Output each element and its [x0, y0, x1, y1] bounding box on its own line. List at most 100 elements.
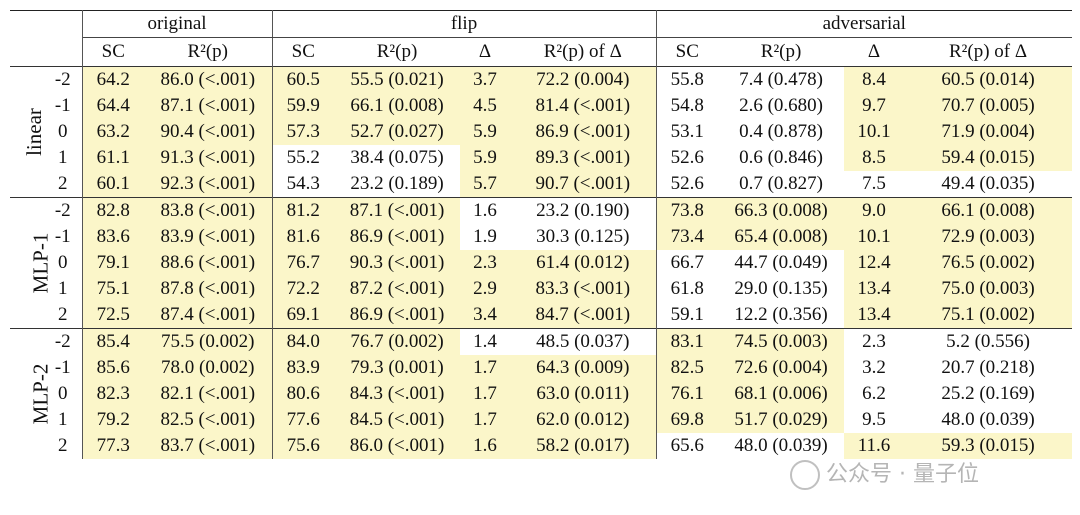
cell-flip-sc: 59.9 — [272, 93, 335, 119]
table-row: 0 82.3 82.1 (<.001) 80.6 84.3 (<.001) 1.7 63.0… — [10, 381, 1072, 407]
cell-flip-r2: 84.5 (<.001) — [334, 407, 461, 433]
table-row: 1 79.2 82.5 (<.001) 77.6 84.5 (<.001) 1.7 62.0… — [10, 407, 1072, 433]
cell-flip-r2: 52.7 (0.027) — [334, 119, 461, 145]
cell-adv-r2-delta: 75.0 (0.003) — [904, 276, 1073, 302]
cell-adv-sc: 73.4 — [656, 224, 719, 250]
cell-flip-sc: 76.7 — [272, 250, 335, 276]
cell-flip-r2-delta: 90.7 (<.001) — [510, 171, 657, 198]
results-table-container: original flip adversarial SC R²(p) SC R²… — [10, 10, 1073, 460]
cell-adv-delta: 11.6 — [844, 433, 905, 459]
group-header-adversarial: adversarial — [656, 10, 1073, 38]
cell-flip-delta: 5.9 — [460, 145, 511, 171]
row-index: -2 — [44, 328, 83, 355]
row-index: 1 — [44, 145, 83, 171]
row-group-label: MLP-1 — [10, 198, 52, 329]
row-group-label-text: MLP-1 — [28, 232, 53, 294]
cell-flip-r2: 86.0 (<.001) — [334, 433, 461, 459]
cell-flip-delta: 3.4 — [460, 302, 511, 329]
row-index: -1 — [44, 355, 83, 381]
cell-flip-delta: 1.7 — [460, 355, 511, 381]
cell-flip-r2: 86.9 (<.001) — [334, 224, 461, 250]
cell-flip-sc: 72.2 — [272, 276, 335, 302]
cell-flip-sc: 75.6 — [272, 433, 335, 459]
cell-orig-r2: 75.5 (0.002) — [144, 328, 273, 355]
cell-flip-delta: 4.5 — [460, 93, 511, 119]
cell-adv-delta: 12.4 — [844, 250, 905, 276]
table-row: MLP-1 -2 82.8 83.8 (<.001) 81.2 87.1 (<.001) 1… — [10, 197, 1073, 293]
table-row: 1 75.1 87.8 (<.001) 72.2 87.2 (<.001) 2.9 83.3… — [10, 276, 1073, 302]
cell-flip-r2-delta: 61.4 (0.012) — [510, 250, 657, 276]
cell-flip-r2-delta: 83.3 (<.001) — [510, 276, 657, 302]
table-row: 1 61.1 91.3 (<.001) 55.2 38.4 (0.075) 5.9 89.3… — [10, 145, 1073, 171]
cell-flip-r2-delta: 84.7 (<.001) — [510, 302, 657, 329]
cell-adv-delta: 3.2 — [862, 357, 886, 378]
row-index: 0 — [44, 381, 83, 407]
cell-adv-sc: 69.8 — [656, 407, 719, 433]
cell-adv-delta: 7.5 — [862, 173, 886, 194]
cell-orig-sc: 77.3 — [82, 433, 144, 459]
cell-flip-sc: 84.0 — [272, 328, 335, 355]
group-header-flip: flip — [272, 10, 657, 38]
cell-adv-delta: 10.1 — [844, 224, 905, 250]
cell-adv-r2-delta: 59.3 (0.015) — [904, 433, 1073, 459]
cell-orig-sc: 75.1 — [82, 276, 144, 302]
col-header-r2-of-delta: R²(p) of Δ — [949, 41, 1028, 62]
cell-adv-r2-delta: 20.7 (0.218) — [941, 357, 1035, 378]
cell-adv-r2: 0.4 (0.878) — [739, 121, 823, 142]
cell-orig-sc: 79.2 — [82, 407, 144, 433]
group-header-original: original — [82, 10, 273, 38]
cell-adv-sc: 54.8 — [670, 95, 704, 116]
cell-adv-sc: 59.1 — [670, 304, 704, 325]
row-index: 0 — [44, 250, 83, 276]
row-index: 1 — [44, 407, 83, 433]
table-row: -1 64.4 87.1 (<.001) 59.9 66.1 (0.008) 4.5 81.… — [10, 93, 1073, 119]
cell-flip-sc: 77.6 — [272, 407, 335, 433]
cell-flip-delta: 1.4 — [473, 331, 497, 352]
cell-adv-r2-delta: 75.1 (0.002) — [904, 302, 1073, 329]
cell-adv-sc: 66.7 — [670, 252, 704, 273]
cell-adv-r2: 0.6 (0.846) — [739, 147, 823, 168]
cell-flip-r2-delta: 89.3 (<.001) — [510, 145, 657, 171]
row-index: -2 — [44, 66, 83, 93]
cell-adv-sc: 82.5 — [656, 355, 719, 381]
row-index: 2 — [44, 171, 83, 198]
cell-adv-sc: 61.8 — [670, 278, 704, 299]
cell-adv-r2-delta: 70.7 (0.005) — [904, 93, 1073, 119]
cell-flip-delta: 5.9 — [460, 119, 511, 145]
cell-adv-delta: 8.5 — [844, 145, 905, 171]
cell-flip-r2: 38.4 (0.075) — [350, 147, 444, 168]
cell-flip-r2: 66.1 (0.008) — [334, 93, 461, 119]
cell-orig-sc: 72.5 — [82, 302, 144, 329]
cell-flip-r2: 23.2 (0.189) — [350, 173, 444, 194]
cell-flip-r2-delta: 48.5 (0.037) — [510, 328, 657, 355]
cell-adv-sc: 65.6 — [670, 435, 704, 456]
cell-adv-r2-delta: 66.1 (0.008) — [904, 197, 1073, 224]
cell-orig-sc: 61.1 — [82, 145, 144, 171]
cell-orig-r2: 91.3 (<.001) — [144, 145, 273, 171]
cell-flip-r2: 76.7 (0.002) — [334, 328, 461, 355]
cell-orig-r2: 87.8 (<.001) — [144, 276, 273, 302]
row-group-label: MLP-2 — [10, 329, 52, 460]
cell-orig-sc: 64.2 — [82, 66, 144, 93]
cell-flip-delta: 1.6 — [473, 200, 497, 221]
col-header-sc: SC — [101, 41, 125, 62]
cell-adv-r2-delta: 49.4 (0.035) — [941, 173, 1035, 194]
cell-orig-r2: 83.8 (<.001) — [144, 197, 273, 224]
cell-orig-r2: 87.4 (<.001) — [144, 302, 273, 329]
cell-flip-r2-delta: 23.2 (0.190) — [510, 197, 657, 224]
cell-orig-r2: 88.6 (<.001) — [144, 250, 273, 276]
cell-adv-r2: 74.5 (0.003) — [718, 328, 845, 355]
cell-adv-delta: 9.5 — [862, 409, 886, 430]
cell-adv-r2: 44.7 (0.049) — [734, 252, 828, 273]
table-row: -1 85.6 78.0 (0.002) 83.9 79.3 (0.001) 1.7 64.… — [10, 355, 1072, 381]
cell-adv-delta: 9.0 — [844, 197, 905, 224]
row-index: 2 — [44, 302, 83, 329]
cell-flip-r2: 90.3 (<.001) — [334, 250, 461, 276]
cell-flip-delta: 3.7 — [460, 66, 511, 93]
cell-orig-sc: 79.1 — [82, 250, 144, 276]
cell-adv-r2: 48.0 (0.039) — [734, 435, 828, 456]
cell-flip-r2-delta: 58.2 (0.017) — [510, 433, 657, 459]
cell-adv-sc: 53.1 — [670, 121, 704, 142]
cell-orig-sc: 63.2 — [82, 119, 144, 145]
cell-flip-r2-delta: 64.3 (0.009) — [510, 355, 657, 381]
